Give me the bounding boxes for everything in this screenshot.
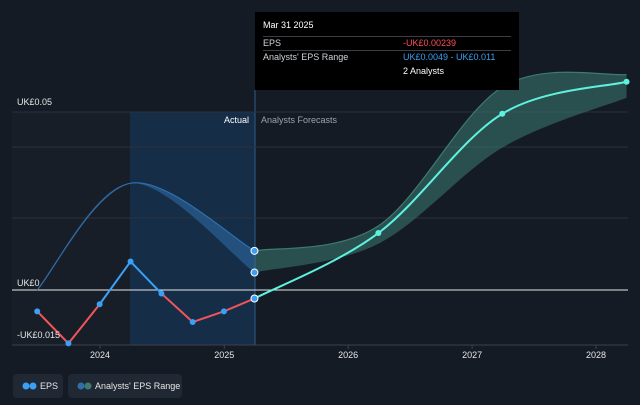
eps-point <box>220 308 227 315</box>
eps-legend-icon <box>22 382 37 390</box>
tooltip-eps-value: -UK£0.00239 <box>403 38 457 48</box>
tooltip-row-eps: EPS -UK£0.00239 <box>263 36 511 50</box>
range-low-point <box>250 268 259 277</box>
tooltip-range-value: UK£0.0049 - UK£0.011 <box>403 52 496 62</box>
y-label-bottom: -UK£0.015 <box>17 330 60 340</box>
eps-point <box>34 308 41 315</box>
eps-point <box>96 301 103 308</box>
range-legend-icon <box>77 382 92 390</box>
eps-point <box>158 290 165 297</box>
section-label-forecast: Analysts Forecasts <box>261 115 338 125</box>
tooltip-range-label: Analysts' EPS Range <box>263 52 349 62</box>
forecast-point <box>623 78 630 85</box>
range-band-forecast-edge <box>254 71 627 252</box>
range-high-point <box>250 246 259 255</box>
eps-tooltip: Mar 31 2025 EPS -UK£0.00239 Analysts' EP… <box>255 12 519 90</box>
forecast-line <box>254 80 627 300</box>
tooltip-row-analysts: 2 Analysts <box>263 64 511 78</box>
legend-eps-toggle[interactable]: EPS <box>13 374 63 398</box>
legend-range-label: Analysts' EPS Range <box>95 381 181 391</box>
tooltip-eps-label: EPS <box>263 38 282 48</box>
eps-point <box>189 319 196 326</box>
x-tick-label: 2025 <box>214 350 234 360</box>
eps-point <box>65 340 72 347</box>
forecast-point <box>375 230 382 237</box>
y-label-top: UK£0.05 <box>17 97 52 107</box>
eps-point <box>127 258 134 265</box>
tooltip-row-range: Analysts' EPS Range UK£0.0049 - UK£0.011 <box>263 50 511 64</box>
section-label-actual: Actual <box>224 115 249 125</box>
past-period-dark-shade <box>12 112 130 345</box>
x-tick-label: 2026 <box>338 350 358 360</box>
range-band-past-edge <box>36 182 255 291</box>
forecast-point <box>499 110 506 117</box>
tooltip-analysts-value: 2 Analysts <box>403 66 445 76</box>
x-tick-label: 2024 <box>90 350 110 360</box>
x-tick-label: 2027 <box>462 350 482 360</box>
eps-point <box>250 294 259 303</box>
y-label-zero: UK£0 <box>17 278 40 288</box>
legend-eps-label: EPS <box>40 381 59 391</box>
tooltip-analysts-label <box>263 65 403 78</box>
x-tick-label: 2028 <box>586 350 606 360</box>
legend-range-toggle[interactable]: Analysts' EPS Range <box>68 374 182 398</box>
tooltip-date: Mar 31 2025 <box>263 20 314 30</box>
